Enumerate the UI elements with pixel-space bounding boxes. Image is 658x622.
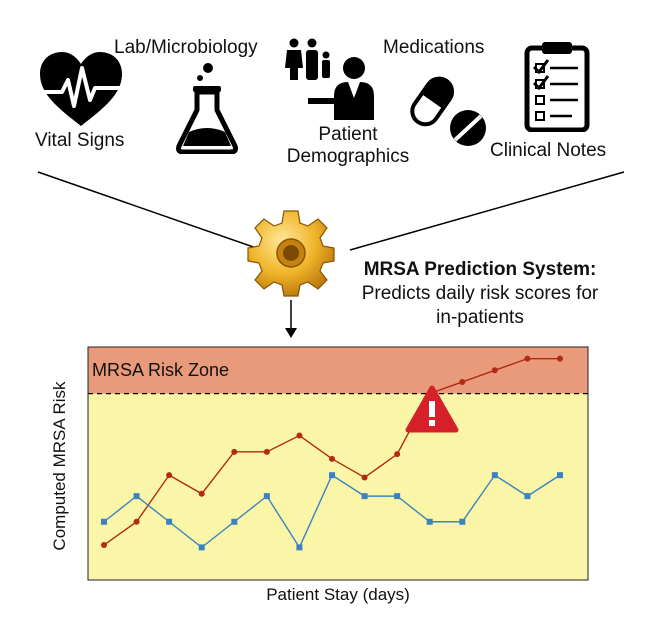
series-1-point-3	[166, 472, 173, 479]
series-2-point-6	[263, 493, 270, 500]
series-1-point-8	[329, 455, 335, 462]
series-2-point-3	[166, 518, 173, 525]
series-1-point-4	[198, 490, 205, 497]
series-1-point-15	[557, 355, 563, 362]
clipboard-icon	[524, 42, 590, 132]
series-1-point-6	[263, 448, 270, 455]
series-2-point-9	[361, 493, 368, 500]
system-description: MRSA Prediction System: Predicts daily r…	[330, 258, 630, 330]
series-2-point-12	[459, 518, 466, 525]
series-1-point-2	[133, 518, 140, 525]
series-2-point-1	[101, 518, 107, 525]
series-2-point-2	[133, 493, 140, 500]
series-1-point-10	[394, 451, 401, 458]
series-2-point-8	[329, 472, 335, 479]
heart-icon	[40, 52, 122, 126]
series-2-point-7	[296, 544, 303, 551]
series-1-point-12	[459, 378, 466, 385]
series-2-point-13	[491, 472, 498, 479]
series-2-point-4	[198, 544, 205, 551]
series-2-point-10	[394, 493, 401, 500]
risk-zone-band	[88, 347, 588, 394]
patient-demographics-icon	[285, 38, 374, 120]
patient-label-line2: Demographics	[286, 146, 410, 167]
chart-border	[87, 346, 589, 581]
patient-label-line1: Patient	[318, 124, 378, 145]
warning-icon	[405, 385, 459, 433]
series-1-point-9	[361, 474, 368, 481]
series-2-point-14	[524, 493, 531, 500]
gear-icon	[247, 210, 335, 297]
risk-zone-label: MRSA Risk Zone	[92, 360, 230, 380]
series-2-point-11	[426, 518, 433, 525]
series-1-point-5	[231, 448, 238, 455]
pills-icon	[410, 76, 486, 146]
series-2-point-15	[557, 472, 563, 479]
series-1-point-1	[101, 542, 107, 549]
system-desc-line2: in-patients	[436, 307, 524, 328]
flask-icon	[176, 63, 238, 154]
series-1-point-7	[296, 432, 303, 439]
medications-label: Medications	[383, 37, 485, 58]
series-1-point-14	[524, 355, 531, 362]
y-axis-label: Computed MRSA Risk	[50, 381, 69, 551]
series-1-point-13	[491, 367, 498, 374]
series-2-point-5	[231, 518, 238, 525]
x-axis-label: Patient Stay (days)	[266, 585, 410, 604]
system-title: MRSA Prediction System:	[363, 259, 597, 280]
vital-signs-label: Vital Signs	[35, 130, 125, 151]
clinical-notes-label: Clinical Notes	[490, 140, 607, 161]
system-desc-line1: Predicts daily risk scores for	[361, 283, 599, 304]
lab-label: Lab/Microbiology	[114, 37, 258, 58]
